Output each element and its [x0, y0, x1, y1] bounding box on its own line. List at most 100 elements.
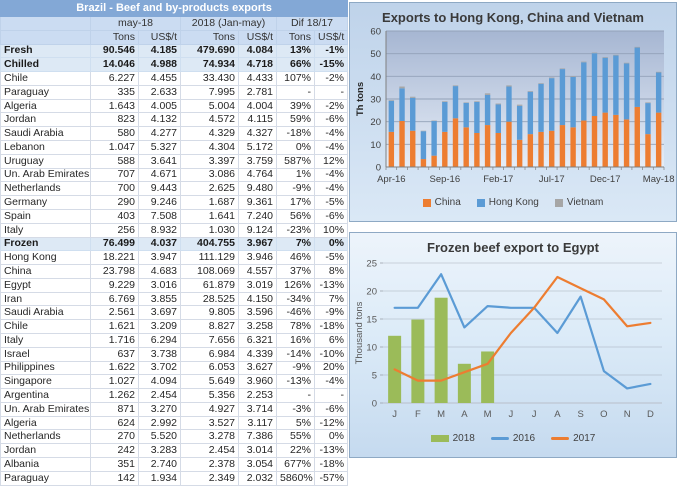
row-value-3: 9.480	[238, 181, 277, 197]
row-value-3: 4.150	[238, 291, 277, 307]
row-label: Saudi Arabia	[0, 305, 91, 321]
row-value-1: 5.327	[138, 140, 181, 155]
row-value-4: -34%	[276, 291, 315, 307]
bar-segment-vietnam	[634, 46, 640, 48]
row-label: Un. Arab Emirates	[0, 401, 91, 417]
row-value-0: 256	[90, 222, 139, 238]
row-value-4: -23%	[276, 222, 315, 238]
row-value-3: 3.014	[238, 443, 277, 458]
bar-segment-vietnam	[462, 102, 469, 103]
row-value-0: 90.546	[90, 43, 139, 59]
row-label: Singapore	[0, 374, 91, 390]
bar-segment-china	[388, 131, 394, 167]
table-row: Chile 1.621 3.209 8.827 3.258 78% -18%	[0, 319, 349, 334]
bar-segment-vietnam	[409, 96, 415, 98]
table-row: Jordan 242 3.283 2.454 3.014 22% -13%	[0, 443, 349, 458]
row-value-1: 4.277	[138, 126, 181, 142]
row-value-0: 403	[90, 208, 139, 224]
row-value-0: 9.229	[90, 277, 139, 293]
legend-item-2017: 2017	[551, 433, 595, 444]
bar-segment-hong-kong	[452, 86, 458, 119]
legend-item-2018: 2018	[430, 433, 475, 444]
row-value-5: -4%	[313, 126, 349, 142]
x-tick-label: Apr-16	[377, 174, 406, 185]
y-tick-label: 10	[366, 343, 377, 354]
y-tick-label: 50	[370, 49, 381, 60]
bar-segment-china	[548, 130, 554, 167]
table-row: Fresh 90.546 4.185 479.690 4.084 13% -1%	[0, 43, 349, 59]
row-value-1: 4.683	[138, 264, 181, 279]
table-row: Uruguay 588 3.641 3.397 3.759 587% 12%	[0, 153, 349, 169]
bar-segment-hong-kong	[505, 86, 512, 122]
row-value-3: 4.433	[238, 71, 277, 86]
row-value-3: 2.781	[238, 84, 277, 100]
bar-segment-china	[484, 125, 490, 167]
row-value-0: 23.798	[90, 264, 139, 279]
bar-segment-china	[644, 134, 651, 167]
row-value-1: 8.932	[138, 222, 181, 238]
y-tick-label: 20	[366, 287, 377, 298]
legend-label: Vietnam	[566, 197, 604, 208]
row-value-1: 3.270	[138, 401, 181, 417]
column-group-header-2: Dif 18/17	[275, 16, 349, 31]
x-tick-label: O	[600, 409, 607, 420]
row-label: Chile	[0, 71, 91, 86]
row-value-5: -6%	[313, 401, 349, 417]
legend-label: China	[434, 197, 461, 208]
row-value-4: 46%	[276, 250, 315, 266]
row-value-2: 3.397	[180, 153, 239, 169]
x-tick-label: D	[646, 409, 653, 420]
row-label: Frozen	[0, 236, 91, 252]
line-2016	[393, 273, 651, 390]
row-value-1: 1.934	[138, 470, 181, 486]
row-value-2: 28.525	[180, 291, 239, 307]
bar-segment-vietnam	[430, 120, 437, 122]
bar-segment-vietnam	[495, 103, 501, 105]
row-value-2: 7.995	[180, 84, 239, 100]
row-value-5: -4%	[313, 374, 349, 390]
row-value-1: 9.246	[138, 195, 181, 210]
table-row: Israel 637 3.738 6.984 4.339 -14% -10%	[0, 346, 349, 362]
row-value-2: 2.349	[180, 470, 239, 486]
y-tick-label: 40	[370, 72, 381, 83]
row-value-5: -2%	[313, 98, 349, 114]
bar-segment-vietnam	[644, 102, 651, 104]
bar-segment-hong-kong	[601, 57, 608, 113]
row-value-4: 5860%	[276, 470, 315, 486]
row-label: Algeria	[0, 415, 91, 431]
x-tick-label: J	[508, 409, 513, 420]
table-row: Spain 403 7.508 1.641 7.240 56% -6%	[0, 208, 349, 224]
row-value-4: 126%	[276, 277, 315, 293]
row-label: Jordan	[0, 443, 91, 458]
legend-label: 2016	[512, 433, 536, 444]
row-value-2: 7.656	[180, 332, 239, 348]
table-row: Paraguay 335 2.633 7.995 2.781- -	[0, 84, 349, 100]
row-value-5: 12%	[313, 153, 349, 169]
table-row: Algeria 1.643 4.005 5.004 4.004 39% -2%	[0, 98, 349, 114]
y-tick-label: 60	[370, 27, 381, 38]
x-tick-label: M	[437, 409, 445, 420]
row-value-0: 580	[90, 126, 139, 142]
row-value-1: 3.855	[138, 291, 181, 307]
x-tick-label: Sep-16	[429, 174, 460, 185]
table-row: Saudi Arabia 2.561 3.697 9.805 3.596 -46% -9%	[0, 305, 349, 321]
table-title-row: Brazil - Beef and by-products exports	[0, 0, 349, 17]
row-value-3: 3.960	[238, 374, 277, 390]
row-value-0: 1.643	[90, 98, 139, 114]
row-value-4: 587%	[276, 153, 315, 169]
bar-2018	[410, 319, 424, 403]
row-value-5: -10%	[313, 346, 349, 362]
row-value-0: 707	[90, 167, 139, 183]
row-value-4: 78%	[276, 319, 315, 334]
bar-segment-hong-kong	[398, 88, 405, 121]
row-value-5: -4%	[313, 181, 349, 197]
bar-segment-china	[462, 127, 469, 167]
bar-segment-vietnam	[537, 83, 544, 84]
bar-segment-vietnam	[559, 68, 565, 70]
bar-segment-hong-kong	[569, 77, 576, 128]
row-value-4: 22%	[276, 443, 315, 458]
bar-segment-china	[420, 159, 426, 167]
table-unit-header-row: Tons US$/t Tons US$/t Tons US$/t	[0, 29, 349, 45]
row-label: Fresh	[0, 43, 91, 59]
